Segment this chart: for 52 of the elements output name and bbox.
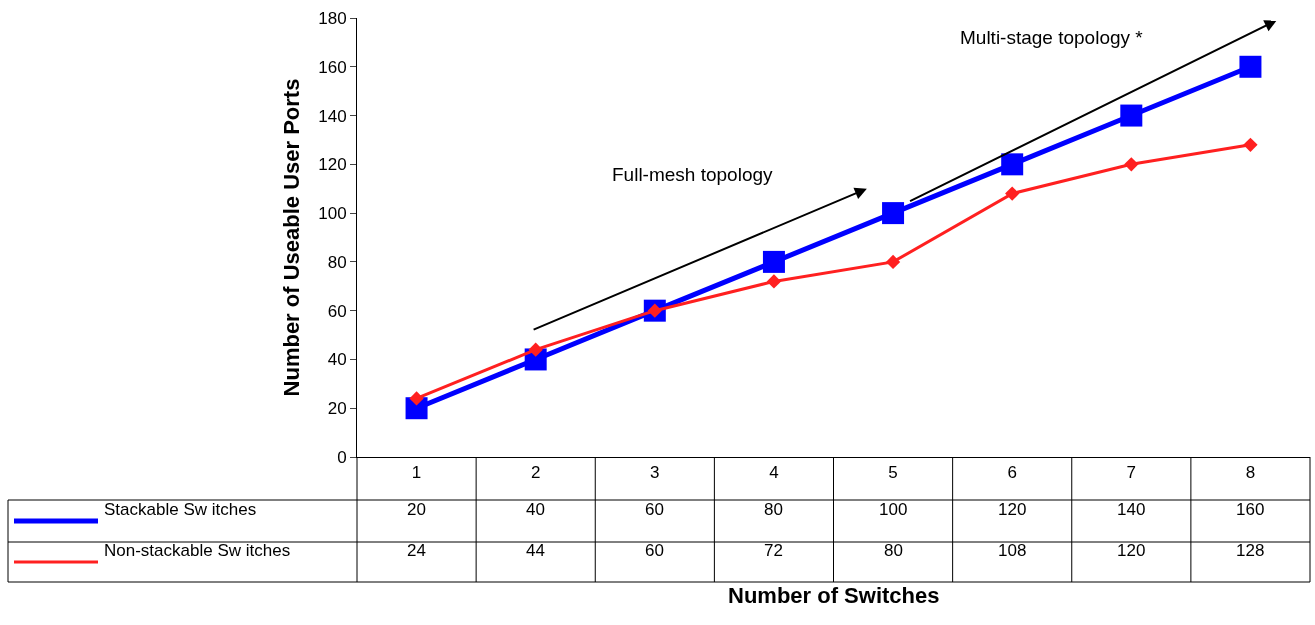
annotation: Full-mesh topology: [612, 164, 774, 185]
point: [1239, 55, 1262, 78]
x-tick-label: 7: [1126, 463, 1137, 483]
data-label: 40: [526, 500, 545, 519]
y-tick-label: 160: [318, 57, 347, 77]
point: [1243, 137, 1258, 152]
data-label: 60: [645, 541, 664, 560]
y-tick-label: 80: [327, 252, 347, 272]
data-label: 108: [998, 541, 1027, 560]
data-label: 120: [998, 500, 1027, 519]
x-tick-label: 4: [769, 463, 779, 483]
point: [766, 274, 782, 289]
y-tick-label: 100: [318, 204, 347, 224]
x-tick-label: 8: [1245, 463, 1256, 483]
point: [1124, 157, 1139, 172]
x-tick-label: 2: [530, 463, 541, 483]
annotation: Multi-stage topology *: [960, 27, 1144, 48]
y-tick-label: 140: [318, 106, 347, 126]
x-tick-label: 5: [888, 463, 898, 483]
point: [885, 254, 901, 270]
x-tick-label: 3: [650, 463, 660, 483]
data-label: 80: [764, 500, 783, 519]
data-label: 44: [526, 541, 545, 560]
point: [409, 391, 424, 406]
data-label: 160: [1236, 500, 1265, 519]
y-tick-label: 60: [327, 301, 347, 321]
point: [762, 250, 785, 273]
y-tick-label: 40: [327, 350, 347, 370]
data-label: 60: [645, 500, 664, 519]
y-axis-title: Number of Useable User Ports: [279, 78, 305, 397]
y-tick-label: 20: [327, 399, 347, 419]
y-tick-label: 0: [337, 447, 347, 467]
data-label: 24: [407, 541, 426, 560]
point: [1005, 186, 1020, 201]
point: [528, 342, 543, 357]
legend-label: Non-stackable Sw itches: [104, 541, 291, 560]
data-label: 100: [879, 500, 908, 519]
x-axis-title: Number of Switches: [728, 583, 940, 608]
data-label: 20: [407, 500, 426, 519]
x-tick-label: 6: [1007, 463, 1017, 483]
y-tick-label: 180: [318, 8, 347, 28]
data-label: 80: [884, 541, 903, 560]
point: [1120, 104, 1143, 127]
data-label: 120: [1117, 541, 1146, 560]
legend-label: Stackable Sw itches: [104, 500, 257, 519]
x-tick-label: 1: [411, 463, 422, 483]
data-label: 140: [1117, 500, 1146, 519]
data-label: 72: [764, 541, 783, 560]
y-tick-label: 120: [318, 155, 347, 175]
data-label: 128: [1236, 541, 1265, 560]
point: [882, 202, 905, 225]
point: [1001, 153, 1024, 176]
